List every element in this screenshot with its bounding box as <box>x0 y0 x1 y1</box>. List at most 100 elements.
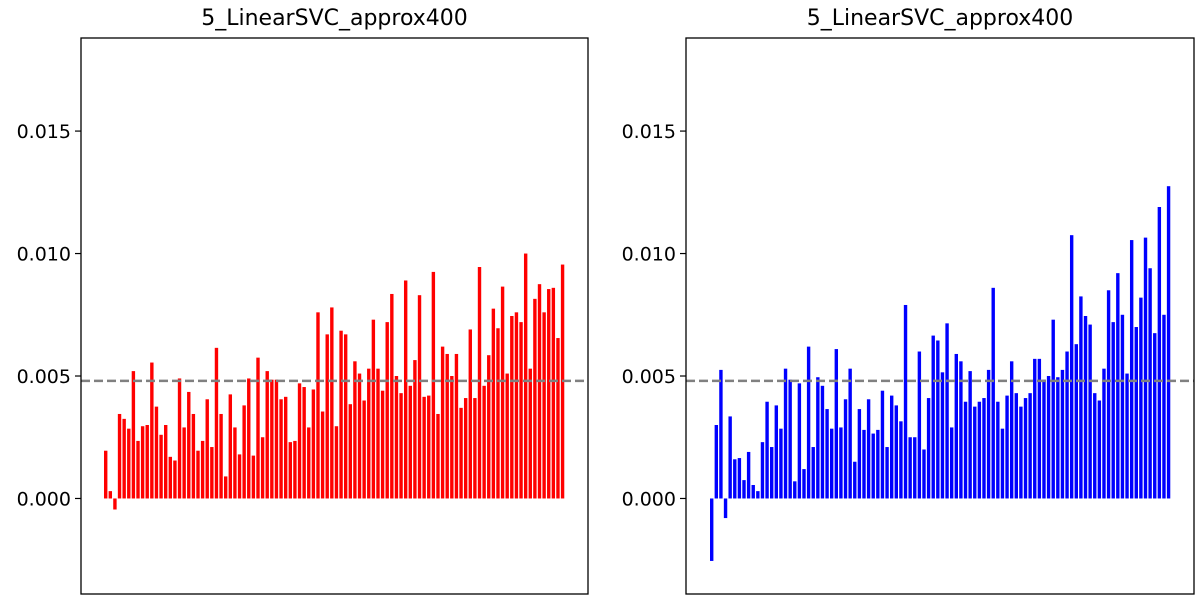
right-bar <box>760 442 765 499</box>
right-bar <box>710 498 714 561</box>
right-bar <box>1102 368 1106 499</box>
right-bar <box>913 437 917 499</box>
right-bar <box>793 481 797 499</box>
left-bar <box>293 440 297 499</box>
left-bar <box>127 428 131 499</box>
left-bar <box>463 398 468 499</box>
right-bar <box>982 398 986 499</box>
right-bar <box>1116 273 1120 499</box>
left-bar <box>431 271 436 499</box>
right-bar <box>1166 186 1171 499</box>
right-bar <box>1000 428 1005 499</box>
left-bar <box>164 425 168 499</box>
right-bar <box>728 416 732 499</box>
left-bar <box>279 399 283 499</box>
left-bar <box>136 440 140 499</box>
right-bar <box>839 427 843 499</box>
left-bar <box>256 357 260 499</box>
left-bar <box>334 426 339 499</box>
left-bar <box>113 498 117 510</box>
left-bar <box>237 454 242 499</box>
left-bar <box>413 360 417 499</box>
right-bar <box>889 395 894 499</box>
right-bar <box>723 498 728 519</box>
right-y-axis: 0.000 0.005 0.010 0.015 <box>622 121 686 510</box>
right-bar <box>1129 240 1134 499</box>
left-bar <box>473 398 477 499</box>
left-bar <box>177 378 182 499</box>
left-bar <box>210 447 214 499</box>
right-plot-frame <box>685 37 1195 595</box>
right-bar <box>779 428 783 499</box>
left-bar <box>353 361 357 499</box>
left-bar <box>307 427 311 499</box>
right-bar <box>770 447 774 499</box>
left-bar <box>283 396 288 499</box>
left-bar <box>104 450 108 499</box>
left-bar <box>357 373 362 499</box>
right-bar <box>1111 322 1115 499</box>
right-bar <box>917 351 922 499</box>
right-bar <box>871 433 875 499</box>
left-chart-title: 5_LinearSVC_approx400 <box>201 6 468 31</box>
left-bar <box>399 393 403 499</box>
left-bar <box>316 312 320 499</box>
left-bar <box>376 368 380 499</box>
left-bar <box>191 413 196 499</box>
left-bar <box>330 307 334 499</box>
right-bar <box>1060 369 1065 499</box>
left-bar <box>380 390 385 499</box>
right-bar <box>756 491 760 499</box>
right-bar <box>1134 327 1138 499</box>
left-bar <box>547 289 551 499</box>
left-bar <box>385 322 389 499</box>
right-bar <box>1028 393 1032 499</box>
left-bar <box>403 280 408 499</box>
left-y-tick-label: 0.010 <box>17 244 71 266</box>
right-bar <box>1148 268 1152 499</box>
left-bar <box>122 418 126 499</box>
left-y-tick-label: 0.000 <box>17 488 71 510</box>
left-bar <box>145 425 149 499</box>
left-bar <box>223 476 228 499</box>
right-bar <box>843 399 848 499</box>
right-bar <box>1079 296 1083 499</box>
right-bar <box>788 379 792 499</box>
right-bar <box>973 406 977 499</box>
left-bar <box>390 293 394 499</box>
left-bar <box>320 411 325 499</box>
right-bar <box>797 383 802 499</box>
left-bar <box>528 368 532 499</box>
left-bar <box>454 353 459 499</box>
left-bar <box>140 426 145 499</box>
right-bar <box>1162 314 1166 499</box>
left-bar <box>325 334 329 499</box>
right-bar <box>945 323 949 499</box>
right-bar <box>1023 398 1028 499</box>
right-bar <box>862 429 866 499</box>
left-bar <box>519 322 523 499</box>
left-bar <box>450 376 454 499</box>
right-bar <box>1143 237 1148 499</box>
left-bar <box>265 371 269 499</box>
right-bar <box>968 371 972 499</box>
right-bar <box>894 405 898 499</box>
left-bar <box>159 434 163 499</box>
right-chart-panel: 5_LinearSVC_approx400 0.0000.0050.0100.0… <box>622 6 1195 595</box>
left-bar <box>270 379 274 499</box>
left-bar <box>228 394 233 499</box>
right-chart-title: 5_LinearSVC_approx400 <box>807 6 1074 31</box>
left-bar <box>445 353 449 499</box>
right-bar <box>908 437 912 499</box>
left-bar <box>537 284 542 499</box>
left-bar <box>187 391 191 499</box>
left-bar <box>556 338 560 499</box>
left-y-tick-label: 0.015 <box>17 121 71 143</box>
left-bar <box>260 437 265 499</box>
right-bar <box>825 409 829 499</box>
left-bar <box>117 413 122 499</box>
left-bar <box>348 404 352 499</box>
left-bar <box>500 286 505 499</box>
left-bar <box>394 376 399 499</box>
